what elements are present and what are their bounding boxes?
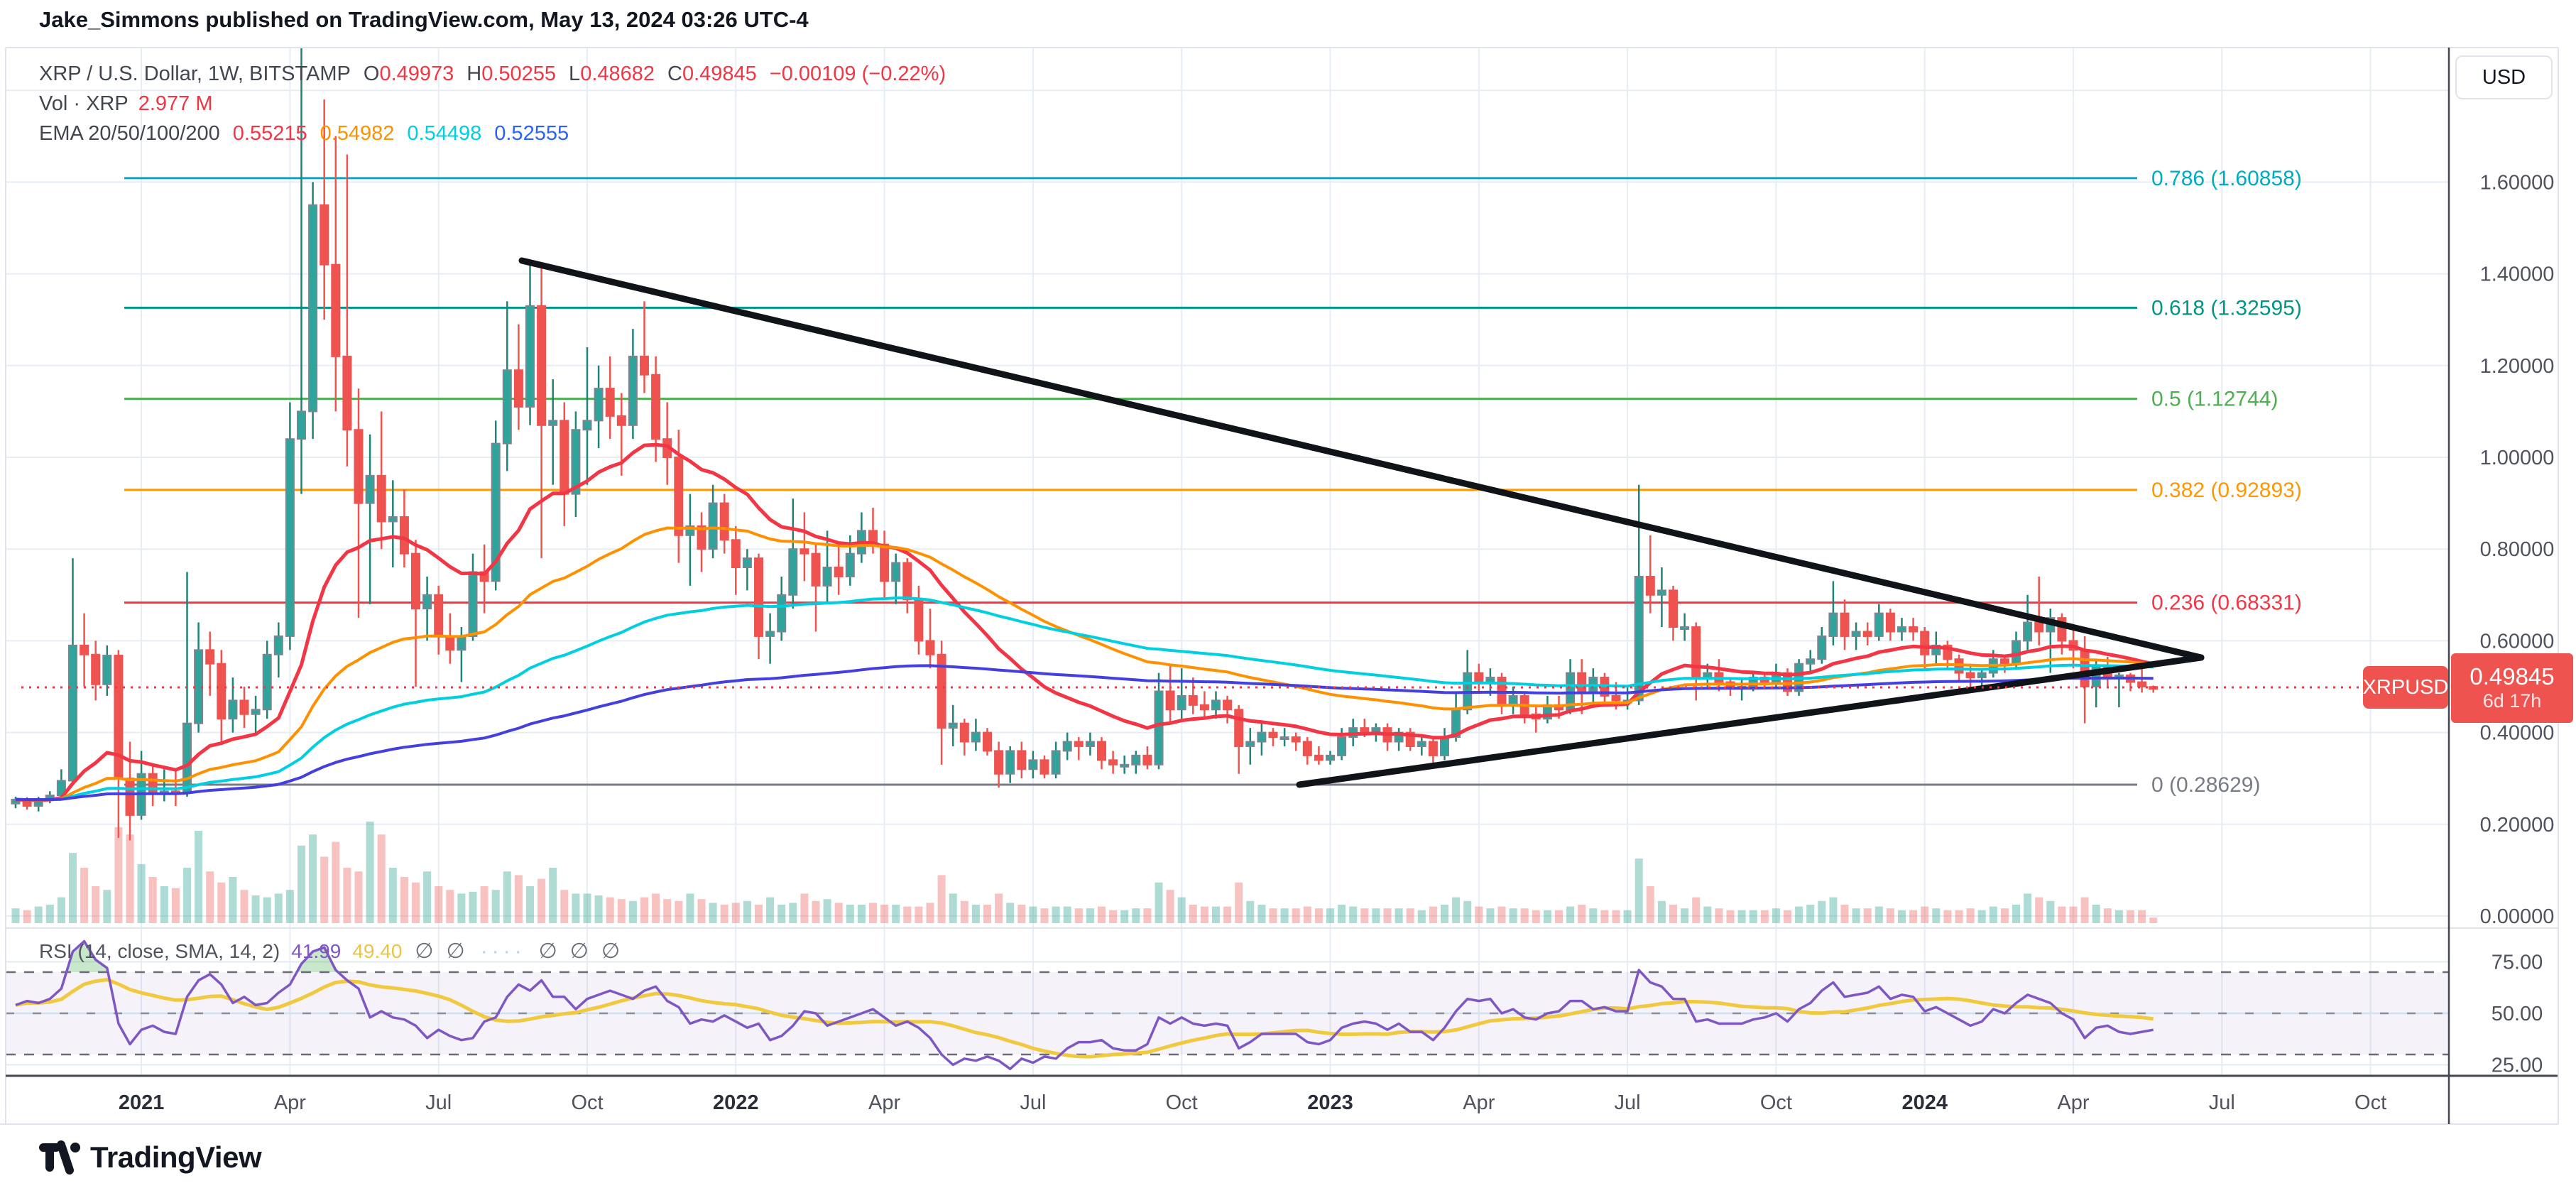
ema-label: EMA 20/50/100/200 bbox=[39, 122, 220, 145]
svg-text:2024: 2024 bbox=[1901, 1091, 1948, 1114]
svg-text:1.60000: 1.60000 bbox=[2480, 171, 2555, 194]
svg-text:0.40000: 0.40000 bbox=[2480, 722, 2555, 745]
volume-label: Vol · XRP bbox=[39, 92, 129, 115]
rsi-empty-icon: ∅ bbox=[415, 939, 434, 963]
rsi-legend[interactable]: RSI (14, close, SMA, 14, 2) 41.99 49.40 … bbox=[39, 939, 620, 964]
svg-text:Apr: Apr bbox=[2057, 1091, 2089, 1114]
svg-text:Oct: Oct bbox=[2354, 1091, 2386, 1114]
ema100-value: 0.54498 bbox=[407, 122, 482, 145]
ema200-value: 0.52555 bbox=[494, 122, 569, 145]
rsi-empty-icon: ∅ bbox=[446, 939, 465, 963]
ohlc-close: C0.49845 bbox=[667, 62, 757, 85]
symbol-legend[interactable]: XRP / U.S. Dollar, 1W, BITSTAMP O0.49973… bbox=[39, 62, 946, 86]
svg-text:Oct: Oct bbox=[1760, 1091, 1792, 1114]
svg-text:Apr: Apr bbox=[1463, 1091, 1495, 1114]
rsi-sma-value: 49.40 bbox=[352, 939, 403, 962]
rsi-dots-icon: ···· bbox=[480, 939, 526, 963]
svg-text:0.786 (1.60858): 0.786 (1.60858) bbox=[2151, 167, 2302, 190]
svg-text:Jul: Jul bbox=[1615, 1091, 1641, 1114]
last-price-value: 0.49845 bbox=[2469, 663, 2555, 690]
svg-text:25.00: 25.00 bbox=[2492, 1055, 2543, 1077]
svg-text:Jul: Jul bbox=[425, 1091, 452, 1114]
ohlc-open: O0.49973 bbox=[363, 62, 454, 85]
symbol-title: XRP / U.S. Dollar, 1W, BITSTAMP bbox=[39, 62, 351, 85]
tradingview-logo-icon bbox=[39, 1140, 80, 1175]
change-value: −0.00109 (−0.22%) bbox=[769, 62, 946, 85]
volume-legend[interactable]: Vol · XRP 2.977 M bbox=[39, 92, 213, 116]
svg-text:1.00000: 1.00000 bbox=[2480, 447, 2555, 469]
svg-text:0.00000: 0.00000 bbox=[2480, 905, 2555, 928]
rsi-title: RSI (14, close, SMA, 14, 2) bbox=[39, 939, 280, 962]
svg-text:0.382 (0.92893): 0.382 (0.92893) bbox=[2151, 479, 2302, 502]
svg-text:0.618 (1.32595): 0.618 (1.32595) bbox=[2151, 296, 2302, 320]
svg-text:Apr: Apr bbox=[868, 1091, 900, 1114]
tradingview-logo-text: TradingView bbox=[90, 1140, 262, 1174]
svg-text:1.40000: 1.40000 bbox=[2480, 263, 2555, 286]
svg-text:Oct: Oct bbox=[571, 1091, 603, 1114]
svg-text:0.20000: 0.20000 bbox=[2480, 814, 2555, 836]
last-price-axis-tag: 0.49845 6d 17h bbox=[2451, 653, 2573, 723]
ema-legend[interactable]: EMA 20/50/100/200 0.55215 0.54982 0.5449… bbox=[39, 122, 569, 146]
svg-text:2023: 2023 bbox=[1307, 1091, 1353, 1114]
currency-toggle-button[interactable]: USD bbox=[2455, 55, 2553, 99]
rsi-value: 41.99 bbox=[291, 939, 342, 962]
ohlc-high: H0.50255 bbox=[466, 62, 557, 85]
ema20-value: 0.55215 bbox=[232, 122, 307, 145]
ema50-value: 0.54982 bbox=[320, 122, 395, 145]
svg-text:0.5 (1.12744): 0.5 (1.12744) bbox=[2151, 388, 2278, 411]
svg-text:0.80000: 0.80000 bbox=[2480, 538, 2555, 561]
ohlc-low: L0.48682 bbox=[569, 62, 655, 85]
svg-text:Apr: Apr bbox=[274, 1091, 306, 1114]
svg-text:2021: 2021 bbox=[119, 1091, 165, 1114]
svg-text:0.236 (0.68331): 0.236 (0.68331) bbox=[2151, 592, 2302, 615]
symbol-price-flag: XRPUSD bbox=[2363, 666, 2448, 709]
svg-text:0.60000: 0.60000 bbox=[2480, 630, 2555, 653]
svg-text:0 (0.28629): 0 (0.28629) bbox=[2151, 773, 2260, 797]
rsi-empty-icon: ∅ bbox=[538, 939, 557, 963]
svg-text:75.00: 75.00 bbox=[2492, 952, 2543, 974]
bar-countdown: 6d 17h bbox=[2482, 690, 2542, 712]
svg-text:50.00: 50.00 bbox=[2492, 1003, 2543, 1025]
svg-text:Jul: Jul bbox=[1020, 1091, 1046, 1114]
rsi-empty-icon: ∅ bbox=[569, 939, 589, 963]
tradingview-attribution[interactable]: TradingView bbox=[39, 1139, 262, 1176]
svg-text:1.20000: 1.20000 bbox=[2480, 355, 2555, 378]
rsi-empty-icon: ∅ bbox=[601, 939, 621, 963]
volume-value: 2.977 M bbox=[138, 92, 213, 115]
svg-text:2022: 2022 bbox=[713, 1091, 759, 1114]
svg-text:Oct: Oct bbox=[1166, 1091, 1198, 1114]
svg-text:Jul: Jul bbox=[2209, 1091, 2235, 1114]
publish-header: Jake_Simmons published on TradingView.co… bbox=[39, 7, 809, 32]
